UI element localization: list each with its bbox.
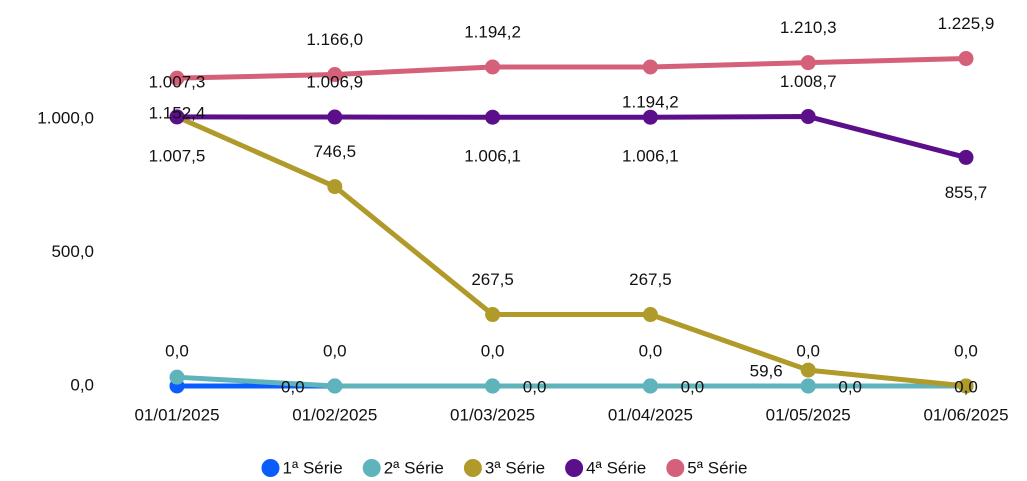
- point: [642, 307, 658, 323]
- data-label: 1.194,2: [464, 22, 521, 41]
- data-label: 0,0: [796, 341, 820, 360]
- data-label: 0,0: [954, 377, 978, 396]
- point: [642, 378, 658, 394]
- data-label: 1.006,1: [622, 147, 679, 166]
- point: [800, 109, 816, 125]
- point: [169, 369, 185, 385]
- point: [485, 378, 501, 394]
- legend-label: 1ª Série: [283, 458, 343, 477]
- data-label: 0,0: [481, 341, 505, 360]
- data-label: 0,0: [954, 341, 978, 360]
- legend-marker: [666, 459, 685, 477]
- data-label: 1.008,7: [780, 72, 837, 91]
- point: [642, 59, 658, 75]
- point: [327, 378, 343, 394]
- point: [958, 51, 974, 67]
- x-tick-label: 01/01/2025: [134, 405, 219, 424]
- point: [485, 59, 501, 75]
- legend-label: 3ª Série: [485, 458, 545, 477]
- data-label: 1.006,9: [306, 72, 363, 91]
- legend-marker: [261, 459, 280, 477]
- y-tick-label: 1.000,0: [37, 108, 94, 127]
- data-label: 1.007,5: [149, 146, 206, 165]
- series-line: [176, 374, 966, 389]
- data-label: 0,0: [639, 341, 663, 360]
- series-line: [176, 56, 967, 81]
- legend-marker: [565, 459, 584, 477]
- x-tick-label: 01/02/2025: [292, 405, 377, 424]
- legend-label: 5ª Série: [687, 458, 747, 477]
- point: [958, 149, 974, 165]
- data-label: 1.006,1: [464, 147, 521, 166]
- legend-marker: [463, 459, 482, 477]
- y-tick-label: 0,0: [70, 375, 94, 394]
- point: [958, 378, 974, 394]
- data-label: 0,0: [681, 377, 705, 396]
- data-label: 1.194,2: [622, 92, 679, 111]
- data-label: 267,5: [629, 270, 672, 289]
- series-line: [175, 114, 967, 389]
- data-label: 0,0: [281, 377, 305, 396]
- data-label: 1.210,3: [780, 18, 837, 37]
- data-label: 0,0: [165, 341, 189, 360]
- series-line: [176, 114, 967, 160]
- data-label: 59,6: [750, 362, 783, 381]
- point: [327, 67, 343, 83]
- data-label: 267,5: [471, 270, 514, 289]
- point: [327, 179, 343, 195]
- x-tick-label: 01/05/2025: [766, 405, 851, 424]
- y-tick-label: 500,0: [51, 242, 94, 261]
- point: [642, 109, 658, 125]
- point: [800, 362, 816, 378]
- data-label: 1.166,0: [306, 30, 363, 49]
- data-label: 746,5: [314, 142, 357, 161]
- point: [169, 70, 185, 86]
- data-label: 0,0: [323, 341, 347, 360]
- legend-label: 2ª Série: [384, 458, 444, 477]
- data-label: 1.007,3: [149, 72, 206, 91]
- data-label: 1.225,9: [938, 14, 995, 33]
- point: [169, 109, 185, 125]
- legend-marker: [362, 459, 381, 477]
- x-tick-label: 01/04/2025: [608, 405, 693, 424]
- data-label: 0,0: [523, 377, 547, 396]
- data-label: 855,7: [945, 183, 988, 202]
- point: [800, 378, 816, 394]
- legend-label: 4ª Série: [586, 458, 646, 477]
- point: [800, 55, 816, 71]
- point: [485, 307, 501, 323]
- x-tick-label: 01/06/2025: [923, 405, 1008, 424]
- x-tick-label: 01/03/2025: [450, 405, 535, 424]
- data-label: 1.152,4: [149, 104, 206, 123]
- point: [327, 109, 343, 125]
- point: [485, 109, 501, 125]
- data-label: 0,0: [838, 377, 862, 396]
